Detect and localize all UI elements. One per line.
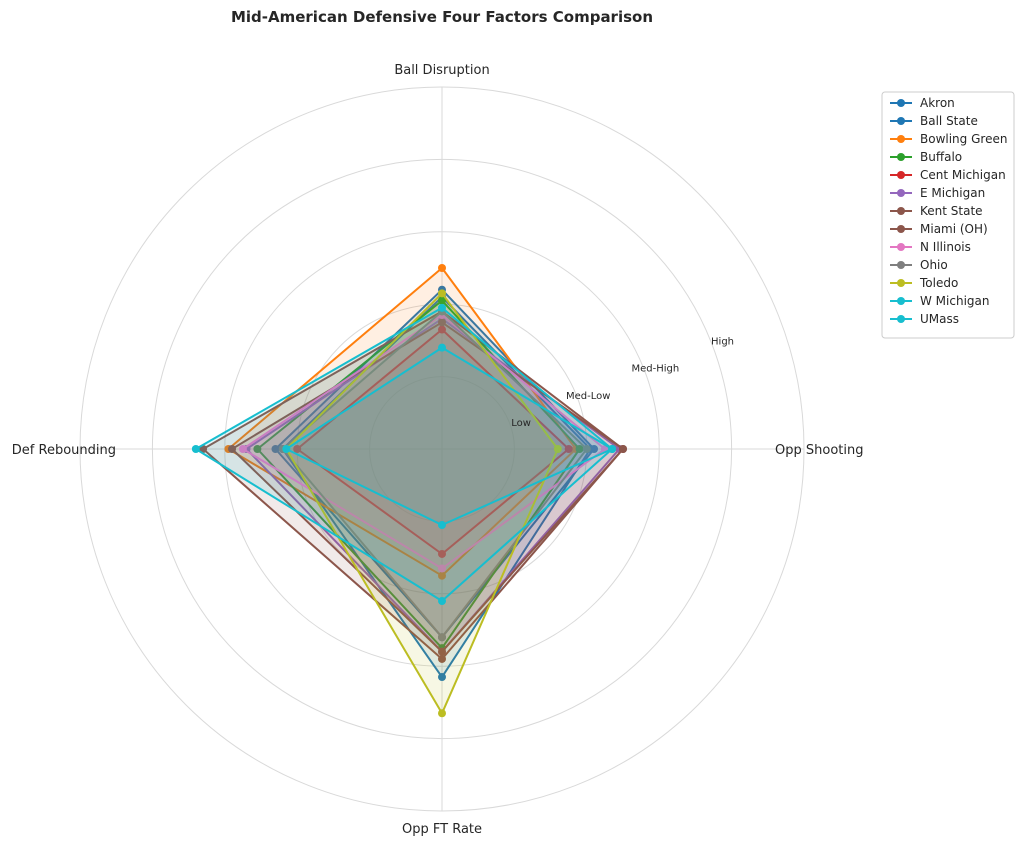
legend-item: Toledo: [890, 276, 958, 290]
legend-item: UMass: [890, 312, 959, 326]
legend-item: Bowling Green: [890, 132, 1007, 146]
legend-label: N Illinois: [920, 240, 971, 254]
series-fill: [246, 318, 620, 652]
data-point: [438, 343, 446, 352]
series-fill: [242, 315, 605, 569]
ring-label: High: [711, 337, 734, 348]
data-point: [553, 445, 562, 453]
data-point: [282, 445, 291, 453]
axis-label: Opp Shooting: [775, 443, 863, 458]
legend-label: W Michigan: [920, 294, 989, 308]
legend-marker: [897, 225, 905, 233]
legend-label: Miami (OH): [920, 222, 988, 236]
legend-label: UMass: [920, 312, 959, 326]
data-point: [575, 445, 584, 453]
legend-marker: [897, 261, 905, 269]
legend-item: Ball State: [890, 114, 978, 128]
legend-item: W Michigan: [890, 294, 989, 308]
legend-marker: [897, 153, 905, 161]
data-point: [238, 445, 247, 453]
data-point: [582, 445, 591, 453]
data-point: [271, 445, 280, 453]
legend-label: Buffalo: [920, 150, 962, 164]
data-point: [438, 264, 446, 272]
legend-label: Ball State: [920, 114, 978, 128]
data-point: [438, 564, 446, 573]
legend-marker: [897, 117, 905, 125]
data-point: [438, 654, 446, 663]
data-point: [438, 571, 446, 580]
legend-item: Cent Michigan: [890, 168, 1006, 182]
data-point: [564, 445, 573, 453]
legend-label: Kent State: [920, 204, 983, 218]
legend-marker: [897, 135, 905, 143]
legend-item: Akron: [890, 96, 955, 110]
legend: Akron Ball State Bowling Green Buffalo Cent …: [881, 91, 1015, 339]
data-point: [619, 445, 627, 453]
axis-label: Def Rebounding: [12, 443, 116, 458]
data-point: [438, 647, 446, 656]
data-point: [228, 445, 237, 453]
ring-label: Med-High: [632, 364, 680, 375]
axis-labels: Ball Disruption Opp Shooting Opp FT Rate De…: [12, 63, 864, 837]
data-point: [438, 303, 446, 312]
data-point: [438, 709, 446, 718]
legend-label: Bowling Green: [920, 132, 1007, 146]
data-point: [438, 318, 446, 327]
ring-labels: Low Med-Low Med-High High: [511, 337, 734, 429]
series-n-illinois: [238, 311, 609, 573]
legend-item: N Illinois: [890, 240, 971, 254]
series-fill: [282, 297, 591, 678]
data-point: [438, 549, 446, 558]
series-w-michigan: [191, 303, 617, 606]
series-umass: [282, 343, 617, 530]
series-fill: [195, 307, 613, 601]
legend-item: Miami (OH): [890, 222, 988, 236]
legend-marker: [897, 315, 905, 323]
data-point: [438, 633, 446, 642]
data-point: [191, 445, 200, 453]
data-point: [438, 597, 446, 606]
series-fill: [286, 293, 558, 714]
series-fill: [286, 347, 613, 525]
data-point: [438, 673, 446, 682]
data-point: [608, 445, 617, 453]
series-ohio: [278, 307, 591, 642]
ring-label: Med-Low: [566, 391, 610, 402]
series-fill: [282, 311, 587, 638]
legend-item: E Michigan: [890, 186, 985, 200]
legend-box: [881, 91, 1015, 339]
data-point: [438, 289, 446, 298]
legend-marker: [897, 297, 905, 305]
legend-label: Toledo: [919, 276, 958, 290]
legend-label: Ohio: [920, 258, 948, 272]
legend-marker: [897, 207, 905, 215]
legend-marker: [897, 99, 905, 107]
legend-label: E Michigan: [920, 186, 985, 200]
legend-marker: [897, 189, 905, 197]
axis-label: Opp FT Rate: [402, 822, 482, 837]
data-point: [438, 521, 446, 530]
legend-marker: [897, 171, 905, 179]
legend-label: Cent Michigan: [920, 168, 1006, 182]
legend-marker: [897, 243, 905, 251]
series-toledo: [282, 289, 562, 718]
legend-marker: [897, 279, 905, 287]
legend-item: Buffalo: [890, 150, 962, 164]
series-fill: [203, 311, 623, 659]
data-point: [438, 296, 446, 305]
ring-label: Low: [511, 418, 531, 429]
data-point: [253, 445, 262, 453]
legend-item: Ohio: [890, 258, 948, 272]
legend-item: Kent State: [890, 204, 983, 218]
data-point: [438, 325, 446, 334]
data-point: [293, 445, 302, 453]
chart-title: Mid-American Defensive Four Factors Comp…: [231, 8, 653, 26]
series-layer: [191, 264, 627, 718]
axis-label: Ball Disruption: [394, 63, 489, 78]
legend-label: Akron: [920, 96, 955, 110]
